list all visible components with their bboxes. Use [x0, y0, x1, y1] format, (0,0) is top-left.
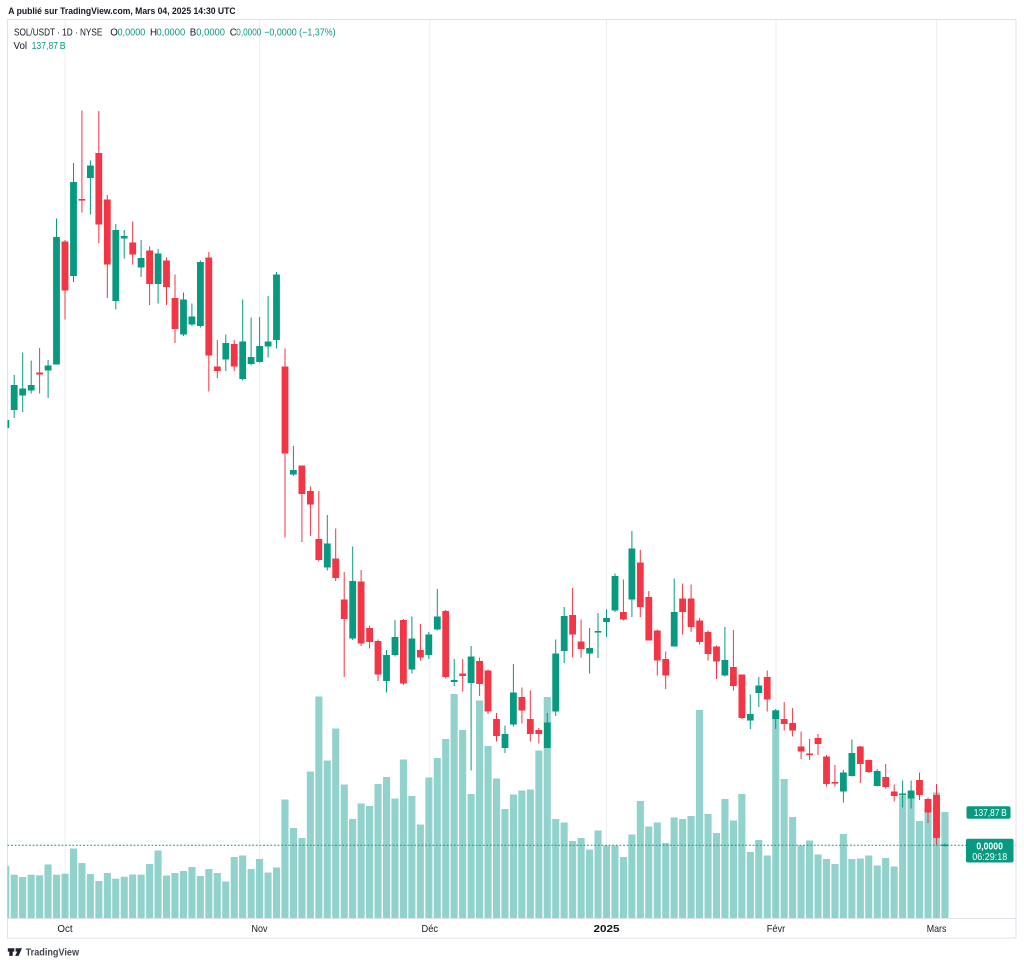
svg-text:Oct: Oct [57, 923, 72, 935]
svg-text:Déc: Déc [422, 923, 439, 935]
svg-text:Nov: Nov [252, 923, 269, 935]
svg-text:06:29:18: 06:29:18 [972, 852, 1007, 863]
svg-text:137,87 B: 137,87 B [32, 41, 66, 52]
svg-text:2025: 2025 [594, 923, 620, 935]
svg-text:0,0000: 0,0000 [157, 27, 186, 38]
svg-text:−0,0000 (−1,37%): −0,0000 (−1,37%) [264, 27, 335, 38]
svg-text:A publié sur TradingView.com,: A publié sur TradingView.com, Mars 04, 2… [8, 6, 235, 17]
svg-text:0,0000: 0,0000 [118, 27, 146, 38]
svg-text:0,0000: 0,0000 [976, 841, 1003, 853]
svg-text:137,87 B: 137,87 B [974, 808, 1007, 819]
svg-text:Mars: Mars [927, 923, 947, 935]
svg-text:B: B [190, 27, 197, 38]
svg-text:0,0000: 0,0000 [196, 27, 225, 38]
svg-text:O: O [110, 27, 118, 38]
svg-text:0,0000: 0,0000 [236, 27, 261, 38]
svg-text:H: H [150, 27, 157, 38]
svg-text:SOL/USDT · 1D · NYSE: SOL/USDT · 1D · NYSE [14, 27, 103, 38]
svg-text:Vol: Vol [14, 41, 28, 52]
svg-text:TradingView: TradingView [26, 947, 80, 959]
svg-text:C: C [230, 27, 237, 38]
svg-text:Févr: Févr [767, 923, 786, 935]
